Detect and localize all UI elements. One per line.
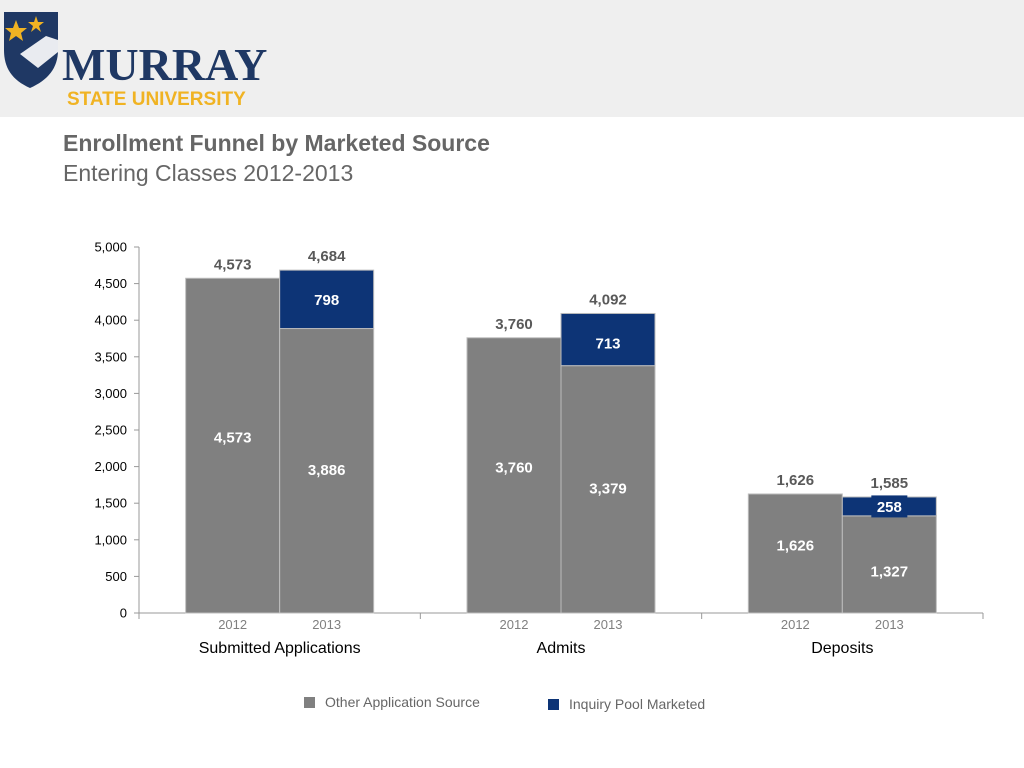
bar-segment-other	[841, 515, 937, 614]
y-tick-label: 1,500	[94, 496, 127, 511]
data-label-inquiry: 798	[314, 292, 339, 309]
x-tick-label-year: 2012	[218, 617, 247, 632]
data-label-other: 1,626	[777, 537, 815, 554]
data-label-other: 3,760	[495, 459, 533, 476]
x-tick-label-year: 2013	[594, 617, 623, 632]
data-label-total: 4,684	[308, 248, 346, 265]
inquiry-label-bg	[871, 495, 908, 518]
data-label-other: 4,573	[214, 430, 252, 447]
legend-label-inquiry: Inquiry Pool Marketed	[569, 696, 706, 712]
bar-segment-inquiry	[560, 312, 656, 367]
x-group-label: Admits	[537, 640, 586, 657]
title-block: Enrollment Funnel by Marketed Source Ent…	[63, 128, 490, 188]
x-tick-label-year: 2012	[500, 617, 529, 632]
bar-segment-other	[279, 328, 375, 614]
murray-state-logo: MURRAY STATE UNIVERSITY	[4, 12, 267, 110]
data-label-inquiry: 713	[595, 335, 620, 352]
data-label-other: 3,886	[308, 462, 346, 479]
data-label-other: 1,327	[871, 563, 909, 580]
bar-segment-other	[747, 493, 843, 614]
chart-title: Enrollment Funnel by Marketed Source	[63, 130, 490, 156]
data-label-other: 3,379	[589, 480, 627, 497]
legend-swatch-other	[304, 696, 315, 708]
x-tick-label-year: 2012	[781, 617, 810, 632]
x-group-label: Deposits	[811, 640, 873, 657]
bar-segment-inquiry	[279, 269, 375, 330]
y-tick-label: 5,000	[94, 240, 127, 255]
y-tick-label: 2,500	[94, 423, 127, 438]
bar-segment-other	[560, 365, 656, 614]
x-tick-label-year: 2013	[875, 617, 904, 632]
y-tick-label: 4,500	[94, 276, 127, 291]
y-tick-label: 2,000	[94, 459, 127, 474]
data-label-total: 4,092	[589, 291, 627, 308]
logo-sub-text: STATE UNIVERSITY	[67, 89, 246, 110]
y-tick-label: 500	[105, 569, 127, 584]
chart-subtitle: Entering Classes 2012-2013	[63, 160, 354, 186]
x-group-label: Submitted Applications	[199, 640, 361, 657]
data-label-inquiry: 258	[877, 499, 902, 516]
data-label-total: 3,760	[495, 316, 533, 333]
data-label-total: 1,626	[777, 472, 815, 489]
legend-label-other: Other Application Source	[325, 694, 480, 710]
y-tick-label: 3,500	[94, 349, 127, 364]
y-tick-label: 3,000	[94, 386, 127, 401]
x-tick-label-year: 2013	[312, 617, 341, 632]
logo-main-text: MURRAY	[62, 39, 267, 90]
legend-swatch-inquiry	[548, 698, 559, 710]
bar-segment-other	[466, 337, 562, 614]
y-tick-label: 1,000	[94, 532, 127, 547]
data-label-total: 1,585	[871, 475, 909, 492]
logo-shield-icon	[4, 12, 58, 88]
header-band	[0, 0, 1024, 117]
logo-star-icon	[5, 20, 27, 41]
legend-item-inquiry: Inquiry Pool Marketed	[548, 696, 705, 712]
legend-item-other: Other Application Source	[304, 694, 480, 710]
y-tick-label: 0	[120, 606, 127, 621]
data-label-total: 4,573	[214, 256, 252, 273]
bar-segment-other	[185, 277, 281, 614]
logo-star-icon	[28, 16, 44, 32]
y-tick-label: 4,000	[94, 313, 127, 328]
